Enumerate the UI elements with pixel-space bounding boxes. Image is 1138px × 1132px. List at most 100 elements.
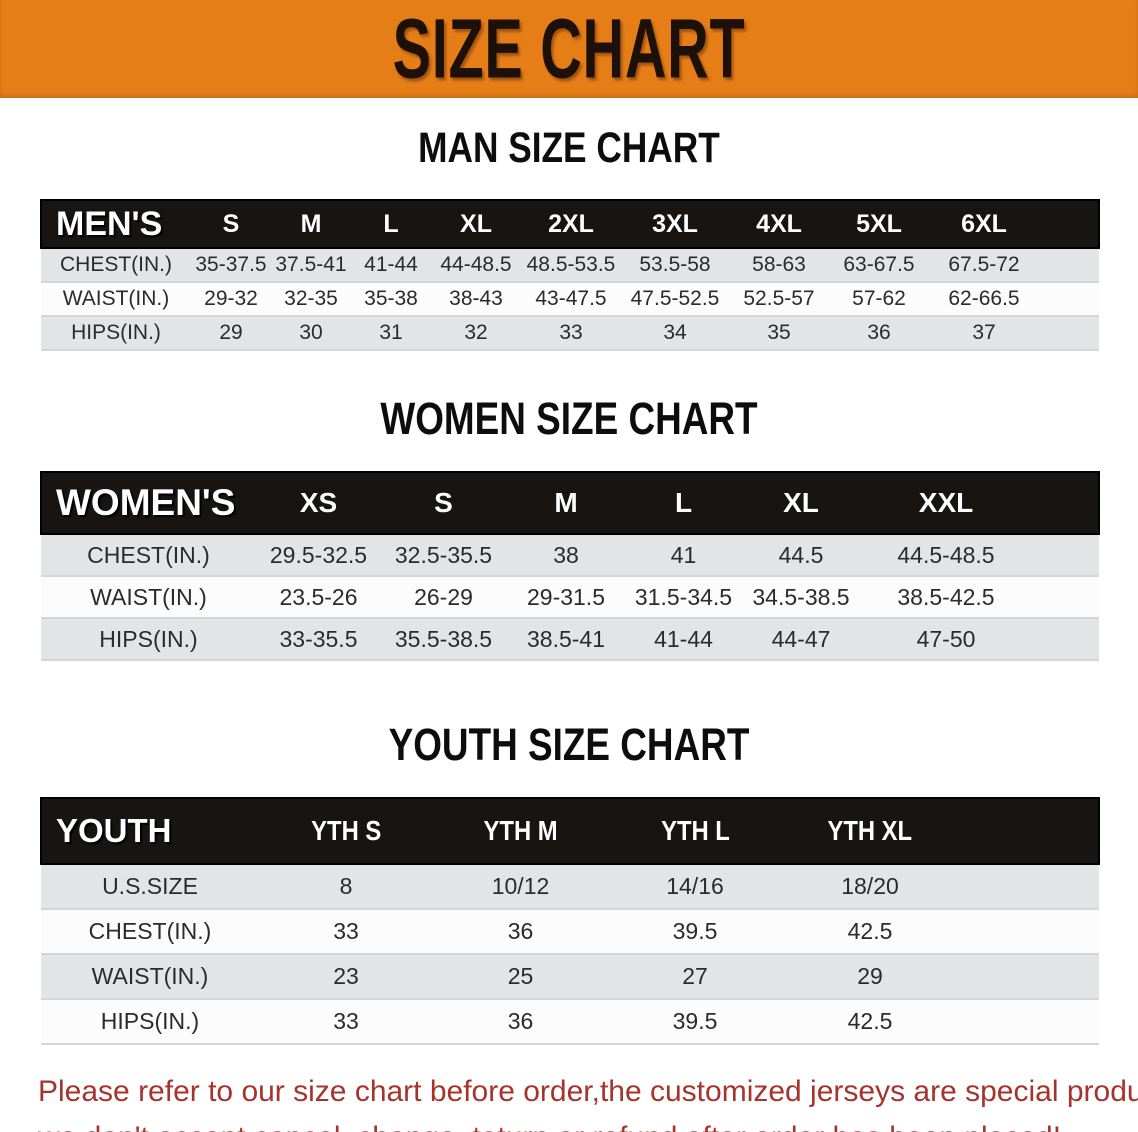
youth-cell: 27 (682, 963, 708, 989)
men-cell: 35-37.5 (195, 253, 267, 276)
women-column-header: M (506, 472, 626, 534)
men-row-label: HIPS(IN.) (71, 321, 161, 344)
women-cell: 23.5-26 (279, 583, 358, 610)
youth-table-row: U.S.SIZE 8 10/12 14/16 18/20 (41, 864, 1099, 909)
women-row-label: HIPS(IN.) (99, 625, 198, 652)
men-table-body: CHEST(IN.) 35-37.5 37.5-41 41-44 44-48.5 48.5… (41, 248, 1099, 350)
women-cell: 35.5-38.5 (394, 625, 493, 652)
men-cell: 38-43 (449, 287, 503, 310)
banner-title: SIZE CHART (392, 1, 746, 96)
women-cell: 38.5-41 (526, 625, 605, 652)
youth-row-spacer (958, 954, 1099, 999)
women-cell: 47-50 (916, 625, 976, 652)
men-column-header: 3XL (621, 200, 729, 248)
women-column-header-text: M (554, 487, 578, 518)
women-band-spacer (1031, 472, 1099, 534)
youth-row-spacer (958, 864, 1099, 909)
women-cell: 41 (670, 541, 697, 568)
youth-cell: 36 (507, 918, 534, 944)
youth-column-header-text: YTH XL (827, 815, 913, 846)
men-cell: 47.5-52.5 (630, 287, 720, 310)
men-table-band: MEN'S S M L XL 2XL 3XL 4XL 5XL 6XL (41, 200, 1099, 248)
section-youth: YOUTH SIZE CHART YOUTH YTH S YTH M YTH L YTH … (0, 661, 1138, 1045)
men-column-header: 5XL (829, 200, 929, 248)
women-cell: 29-31.5 (526, 583, 605, 610)
youth-table-body: U.S.SIZE 8 10/12 14/16 18/20 CHEST(IN.) 33 36 39… (41, 864, 1099, 1044)
men-column-header: XL (431, 200, 521, 248)
section-men: MAN SIZE CHART MEN'S S M L XL 2XL 3XL 4XL 5XL 6XL C… (0, 98, 1138, 351)
men-cell: 37.5-41 (275, 253, 347, 276)
men-column-header-text: 6XL (961, 209, 1007, 238)
youth-column-header: YTH L (608, 798, 782, 864)
youth-section-heading-text: YOUTH SIZE CHART (388, 719, 750, 770)
youth-row-label: CHEST(IN.) (88, 918, 212, 944)
men-column-header-text: 4XL (756, 209, 802, 238)
men-cell: 32 (464, 321, 488, 344)
women-column-header-text: L (674, 487, 693, 518)
men-row-spacer (1039, 248, 1099, 282)
youth-band-spacer (958, 798, 1099, 864)
women-band-row: WOMEN'S XS S M L XL XXL (41, 472, 1099, 534)
women-section-heading-text: WOMEN SIZE CHART (380, 393, 758, 444)
men-cell: 34 (663, 321, 687, 344)
men-cell: 57-62 (852, 287, 906, 310)
women-column-header-text: XXL (918, 487, 974, 518)
men-cell: 36 (867, 321, 891, 344)
men-row-spacer (1039, 282, 1099, 316)
youth-cell: 8 (339, 873, 353, 899)
men-cell: 29 (219, 321, 243, 344)
women-cell: 31.5-34.5 (634, 583, 733, 610)
youth-cell: 39.5 (672, 1008, 718, 1034)
youth-cell: 10/12 (491, 873, 550, 899)
women-table-band: WOMEN'S XS S M L XL XXL (41, 472, 1099, 534)
women-row-label: CHEST(IN.) (87, 541, 210, 568)
men-cell: 35 (767, 321, 791, 344)
women-column-header-text: XL (783, 487, 819, 518)
women-column-header: L (626, 472, 741, 534)
men-cell: 48.5-53.5 (526, 253, 616, 276)
women-cell: 34.5-38.5 (752, 583, 850, 610)
youth-table-row: CHEST(IN.) 33 36 39.5 42.5 (41, 909, 1099, 954)
men-table-row: WAIST(IN.) 29-32 32-35 35-38 38-43 43-47.5 47.… (41, 282, 1099, 316)
men-cell: 58-63 (752, 253, 806, 276)
youth-band-row: YOUTH YTH S YTH M YTH L YTH XL (41, 798, 1099, 864)
section-women: WOMEN SIZE CHART WOMEN'S XS S M L XL XXL CHEST(I… (0, 351, 1138, 661)
men-cell: 44-48.5 (440, 253, 512, 276)
youth-row-label: HIPS(IN.) (100, 1008, 200, 1034)
men-section-heading-text: MAN SIZE CHART (418, 124, 720, 172)
youth-cell: 29 (857, 963, 883, 989)
men-cell: 62-66.5 (948, 287, 1020, 310)
women-cell: 41-44 (654, 625, 713, 652)
men-column-header: 6XL (929, 200, 1039, 248)
women-row-spacer (1031, 534, 1099, 576)
men-column-header-text: M (300, 209, 322, 238)
women-table-row: WAIST(IN.) 23.5-26 26-29 29-31.5 31.5-34.5 34… (41, 576, 1099, 618)
youth-table-row: HIPS(IN.) 33 36 39.5 42.5 (41, 999, 1099, 1044)
men-band-row: MEN'S S M L XL 2XL 3XL 4XL 5XL 6XL (41, 200, 1099, 248)
women-cell: 29.5-32.5 (269, 541, 368, 568)
women-column-header: S (381, 472, 506, 534)
youth-cell: 18/20 (841, 873, 899, 899)
men-column-header-text: 5XL (856, 209, 902, 238)
women-cell: 26-29 (414, 583, 473, 610)
youth-column-header-text: YTH M (483, 815, 558, 846)
size-chart-sections: MAN SIZE CHART MEN'S S M L XL 2XL 3XL 4XL 5XL 6XL C… (0, 98, 1138, 1045)
youth-row-spacer (958, 909, 1099, 954)
disclaimer-line-1: Please refer to our size chart before or… (38, 1075, 1138, 1108)
youth-cell: 33 (333, 1008, 359, 1034)
youth-cell: 23 (333, 963, 359, 989)
youth-column-header-text: YTH L (660, 815, 730, 846)
youth-column-header-text: YTH S (310, 815, 382, 846)
men-column-header: L (351, 200, 431, 248)
women-band-label: WOMEN'S (56, 482, 236, 523)
men-column-header-text: L (383, 209, 399, 238)
women-cell: 38 (553, 541, 579, 568)
men-cell: 63-67.5 (843, 253, 915, 276)
women-column-header: XL (741, 472, 861, 534)
youth-column-header: YTH S (259, 798, 433, 864)
disclaimer: Please refer to our size chart before or… (0, 1045, 1138, 1132)
youth-column-header: YTH XL (782, 798, 958, 864)
women-cell: 33-35.5 (279, 625, 358, 652)
men-column-header: 2XL (521, 200, 621, 248)
men-row-label: CHEST(IN.) (60, 253, 172, 276)
